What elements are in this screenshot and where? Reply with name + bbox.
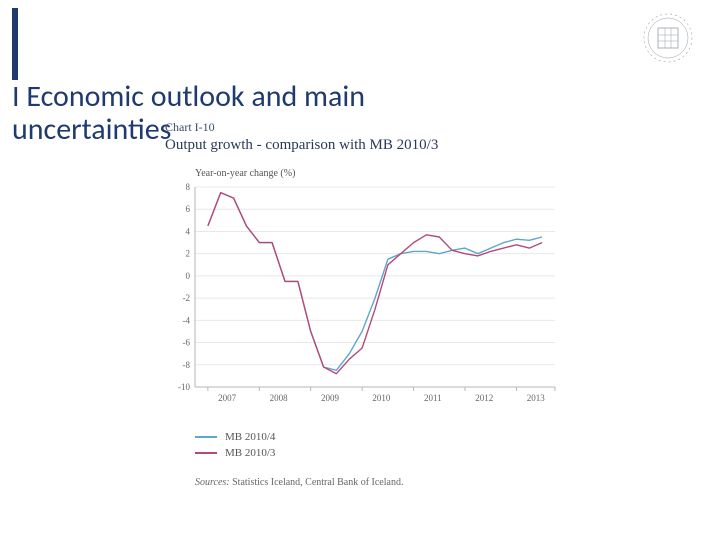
svg-text:-6: -6 [183, 338, 191, 348]
svg-text:4: 4 [186, 226, 191, 236]
sources-text: Statistics Iceland, Central Bank of Icel… [230, 477, 404, 488]
svg-text:-10: -10 [178, 382, 190, 392]
svg-text:2013: 2013 [527, 393, 546, 403]
institution-logo [640, 10, 696, 71]
legend-swatch [195, 452, 217, 454]
legend-label: MB 2010/4 [225, 431, 275, 443]
legend-swatch [195, 436, 217, 438]
chart-title: Output growth - comparison with MB 2010/… [165, 137, 555, 154]
line-chart: -10 -8 -6 -4 -2 0 2 4 6 8 2007 2008 2009 2010 2011 2012… [165, 183, 559, 405]
svg-text:8: 8 [186, 183, 191, 192]
svg-text:2: 2 [186, 249, 191, 259]
svg-text:2007: 2007 [218, 393, 237, 403]
legend-label: MB 2010/3 [225, 447, 275, 459]
chart-legend: MB 2010/4 MB 2010/3 [195, 431, 555, 459]
chart-sources: Sources: Statistics Iceland, Central Ban… [195, 477, 555, 488]
svg-text:2011: 2011 [424, 393, 442, 403]
y-axis-label: Year-on-year change (%) [195, 168, 555, 179]
svg-text:2012: 2012 [475, 393, 493, 403]
svg-text:2008: 2008 [270, 393, 289, 403]
legend-item: MB 2010/3 [195, 447, 555, 459]
chart-number-label: Chart I-10 [165, 120, 555, 135]
title-accent-bar [12, 8, 18, 80]
title-prefix: I [12, 78, 20, 115]
svg-text:6: 6 [186, 204, 191, 214]
svg-text:2010: 2010 [372, 393, 391, 403]
svg-text:2009: 2009 [321, 393, 340, 403]
chart-container: Chart I-10 Output growth - comparison wi… [165, 120, 555, 488]
sources-prefix: Sources: [195, 477, 230, 488]
svg-text:-8: -8 [183, 360, 191, 370]
legend-item: MB 2010/4 [195, 431, 555, 443]
slide: I Economic outlook and main uncertaintie… [0, 0, 720, 540]
svg-text:-4: -4 [183, 315, 191, 325]
svg-text:-2: -2 [183, 293, 191, 303]
svg-text:0: 0 [186, 271, 191, 281]
